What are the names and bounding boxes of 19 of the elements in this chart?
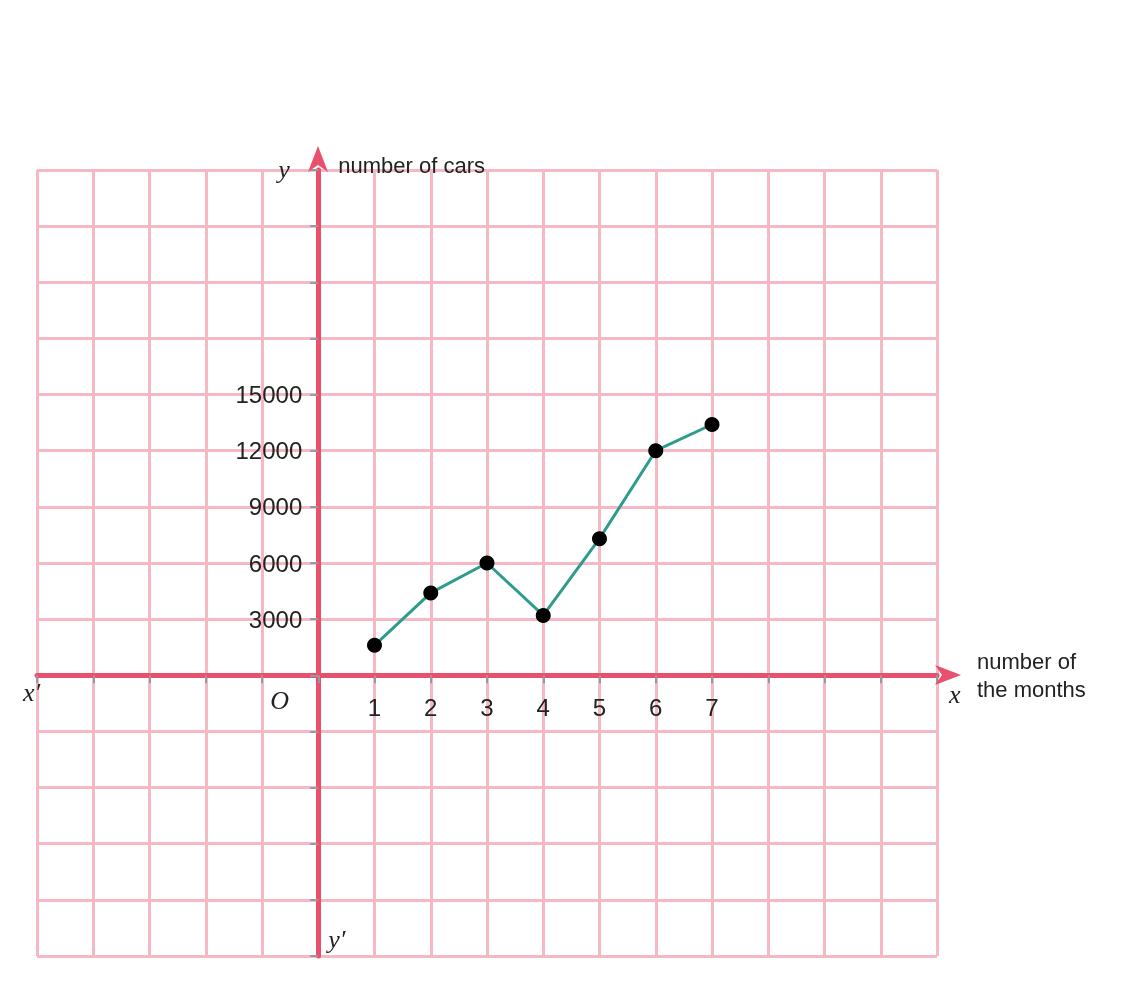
text: x [948,679,961,709]
annotation: y [275,154,291,184]
x-tick-label: 6 [649,693,663,721]
x-axis-title: number of the months [977,648,1086,702]
y-tick-label: 6000 [248,549,303,577]
x-tick-label: 2 [424,693,438,721]
annotation: y′ [325,924,346,954]
x-tick-label: 7 [705,693,719,721]
annotation: O [270,685,290,715]
annotation: x′ [22,677,41,707]
x-tick-label: 4 [536,693,550,721]
x-tick-label: 5 [592,693,607,721]
x-tick-label: 3 [480,693,494,721]
x-tick-label: 1 [367,693,382,721]
y-tick-label: 9000 [248,493,303,521]
y-tick-label: 12000 [235,437,303,465]
y-tick-label: 3000 [248,605,303,633]
y-axis-title: number of cars [338,152,485,178]
y-tick-label: 15000 [235,381,303,409]
